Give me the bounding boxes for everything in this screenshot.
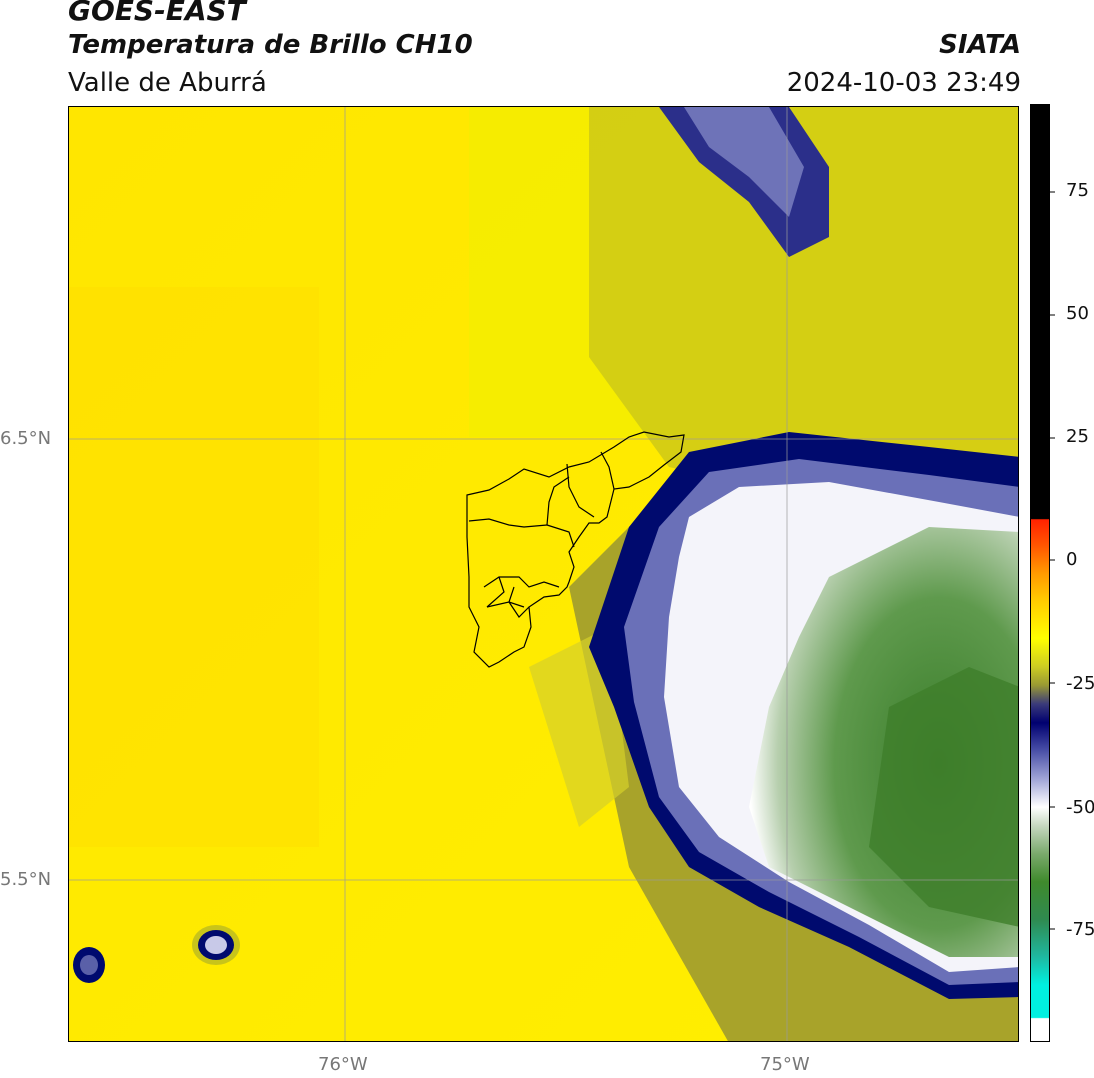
organization-label: SIATA <box>939 30 1021 60</box>
colorbar-tick: -25 <box>1066 673 1094 694</box>
satellite-title: GOES-EAST <box>68 0 246 27</box>
colorbar-fill <box>1031 105 1049 1041</box>
timestamp-label: 2024-10-03 23:49 <box>786 68 1021 98</box>
graticule <box>69 107 1018 1041</box>
colorbar-tick: 50 <box>1066 303 1089 324</box>
colorbar-tick: 25 <box>1066 426 1089 447</box>
latitude-label: 5.5°N <box>0 869 52 890</box>
colorbar-tick: -75 <box>1066 919 1094 940</box>
colorbar-tick: -50 <box>1066 797 1094 818</box>
colorbar-tick: 0 <box>1066 549 1078 570</box>
olive-haze <box>589 107 1018 547</box>
latitude-label: 6.5°N <box>0 428 52 449</box>
brightness-temperature-map <box>68 106 1019 1042</box>
colorbar-tick: 75 <box>1066 180 1089 201</box>
product-title: Temperatura de Brillo CH10 <box>68 30 473 60</box>
region-label: Valle de Aburrá <box>68 68 267 98</box>
map-canvas <box>69 107 1018 1041</box>
municipal-boundaries <box>466 431 685 668</box>
longitude-label: 76°W <box>318 1054 368 1075</box>
colorbar <box>1030 104 1050 1042</box>
colorbar-tick-marks <box>1049 191 1055 930</box>
longitude-label: 75°W <box>760 1054 810 1075</box>
